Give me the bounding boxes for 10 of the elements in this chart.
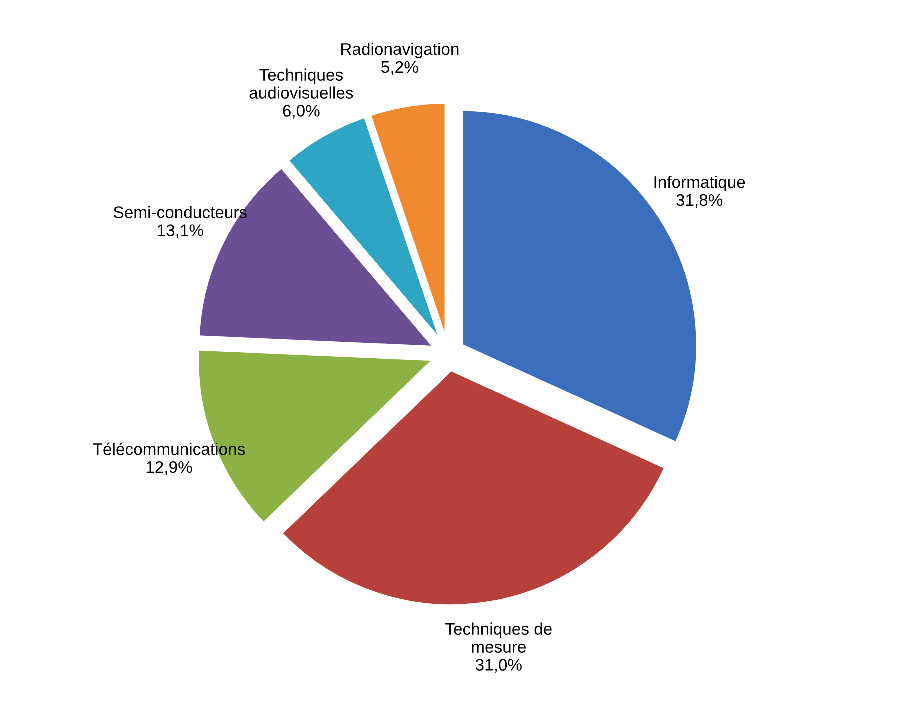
- data-label: 6,0%: [283, 105, 320, 119]
- slice-label: Radionavigation: [342, 42, 459, 58]
- slice-label: Techniques audiovisuelles: [250, 68, 354, 99]
- data-label: 12,9%: [146, 461, 192, 476]
- slice-label: Informatique: [654, 176, 746, 192]
- data-label: 31,0%: [476, 659, 522, 673]
- slice-label: Techniques de mesure: [446, 622, 552, 654]
- data-label: 13,1%: [158, 224, 204, 238]
- data-label: 5,2%: [382, 61, 418, 76]
- data-label: 31,8%: [676, 194, 723, 208]
